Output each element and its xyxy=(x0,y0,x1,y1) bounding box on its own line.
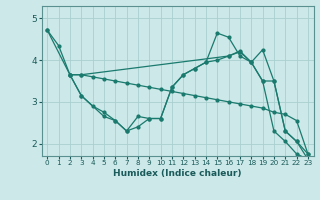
X-axis label: Humidex (Indice chaleur): Humidex (Indice chaleur) xyxy=(113,169,242,178)
